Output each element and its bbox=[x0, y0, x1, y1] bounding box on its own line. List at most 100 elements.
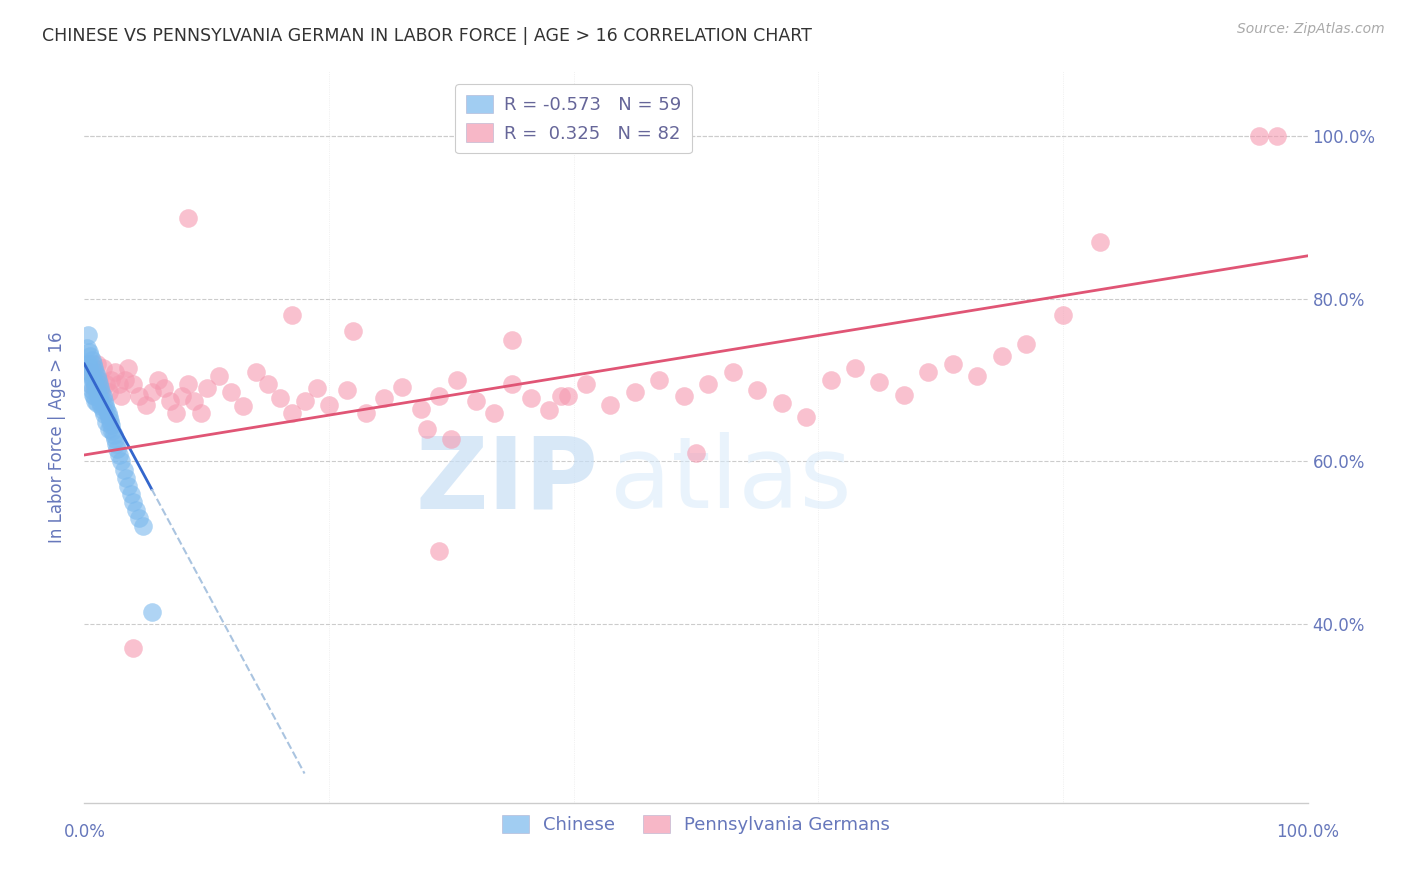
Point bbox=[132, 519, 155, 533]
Point bbox=[794, 409, 817, 424]
Point bbox=[342, 325, 364, 339]
Point bbox=[177, 377, 200, 392]
Point bbox=[117, 479, 139, 493]
Point bbox=[599, 398, 621, 412]
Point bbox=[336, 383, 359, 397]
Point bbox=[97, 385, 120, 400]
Point bbox=[84, 393, 107, 408]
Point bbox=[520, 391, 543, 405]
Point bbox=[105, 442, 128, 457]
Point bbox=[685, 446, 707, 460]
Point bbox=[391, 380, 413, 394]
Point bbox=[354, 406, 377, 420]
Point bbox=[1265, 129, 1288, 144]
Point bbox=[502, 333, 524, 347]
Point bbox=[86, 396, 108, 410]
Point bbox=[122, 495, 145, 509]
Point bbox=[219, 385, 242, 400]
Point bbox=[172, 389, 194, 403]
Point bbox=[117, 361, 139, 376]
Point bbox=[446, 373, 468, 387]
Point bbox=[942, 357, 965, 371]
Point bbox=[917, 365, 939, 379]
Point bbox=[122, 641, 145, 656]
Point bbox=[125, 503, 148, 517]
Point bbox=[86, 383, 108, 397]
Point bbox=[97, 406, 120, 420]
Point bbox=[87, 377, 110, 392]
Point bbox=[141, 385, 163, 400]
Point bbox=[77, 361, 100, 376]
Point bbox=[440, 432, 463, 446]
Point bbox=[96, 377, 118, 392]
Point bbox=[93, 393, 115, 408]
Point bbox=[159, 393, 181, 408]
Point bbox=[82, 373, 104, 387]
Point bbox=[208, 369, 231, 384]
Point bbox=[190, 406, 212, 420]
Point bbox=[672, 389, 695, 403]
Point bbox=[128, 389, 150, 403]
Point bbox=[245, 365, 267, 379]
Point bbox=[77, 344, 100, 359]
Point bbox=[281, 406, 304, 420]
Point bbox=[893, 388, 915, 402]
Point bbox=[844, 361, 866, 376]
Point bbox=[98, 414, 121, 428]
Point bbox=[96, 416, 118, 430]
Point bbox=[146, 373, 169, 387]
Point bbox=[177, 211, 200, 225]
Point bbox=[79, 365, 101, 379]
Point bbox=[232, 399, 254, 413]
Point bbox=[103, 428, 125, 442]
Point bbox=[79, 349, 101, 363]
Point bbox=[721, 365, 744, 379]
Point bbox=[141, 605, 163, 619]
Text: Source: ZipAtlas.com: Source: ZipAtlas.com bbox=[1237, 22, 1385, 37]
Point bbox=[557, 389, 579, 403]
Point bbox=[747, 383, 769, 397]
Point bbox=[87, 391, 110, 405]
Point bbox=[105, 436, 128, 450]
Legend: Chinese, Pennsylvania Germans: Chinese, Pennsylvania Germans bbox=[491, 804, 901, 845]
Point bbox=[101, 424, 124, 438]
Point bbox=[624, 385, 647, 400]
Point bbox=[82, 357, 104, 371]
Point bbox=[91, 389, 114, 403]
Text: atlas: atlas bbox=[610, 433, 852, 530]
Point bbox=[91, 403, 114, 417]
Point bbox=[94, 398, 117, 412]
Point bbox=[112, 462, 135, 476]
Text: ZIP: ZIP bbox=[415, 433, 598, 530]
Point bbox=[91, 361, 114, 376]
Point bbox=[128, 511, 150, 525]
Point bbox=[114, 373, 136, 387]
Point bbox=[79, 377, 101, 392]
Point bbox=[97, 409, 120, 424]
Point bbox=[97, 422, 120, 436]
Point bbox=[502, 377, 524, 392]
Point bbox=[90, 385, 112, 400]
Point bbox=[648, 373, 671, 387]
Point bbox=[1088, 235, 1111, 249]
Point bbox=[482, 406, 505, 420]
Point bbox=[93, 407, 115, 421]
Point bbox=[427, 544, 450, 558]
Point bbox=[86, 369, 108, 384]
Point bbox=[820, 373, 842, 387]
Point bbox=[110, 454, 132, 468]
Point bbox=[269, 391, 291, 405]
Point bbox=[294, 393, 316, 408]
Point bbox=[80, 369, 103, 384]
Point bbox=[76, 341, 98, 355]
Point bbox=[991, 349, 1014, 363]
Point bbox=[120, 487, 142, 501]
Point bbox=[83, 361, 105, 376]
Text: 0.0%: 0.0% bbox=[63, 823, 105, 841]
Point bbox=[83, 375, 105, 389]
Point bbox=[1015, 336, 1038, 351]
Point bbox=[966, 369, 988, 384]
Point bbox=[318, 398, 340, 412]
Point bbox=[104, 432, 127, 446]
Point bbox=[100, 417, 122, 432]
